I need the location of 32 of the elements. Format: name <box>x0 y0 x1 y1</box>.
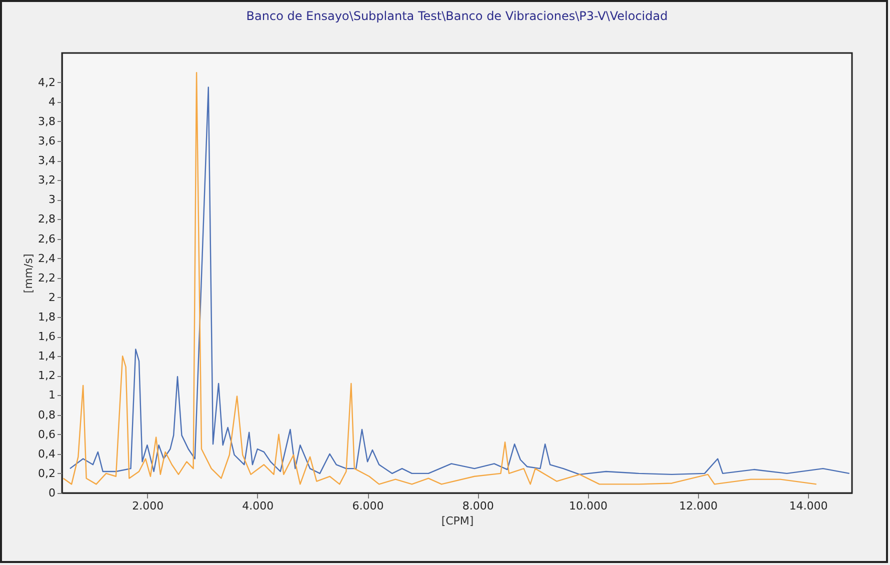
y-tick-label: 3,2 <box>38 174 56 187</box>
x-tick-label: 2.000 <box>132 500 164 512</box>
y-tick-label: 0,6 <box>38 428 56 441</box>
y-tick-label: 1,4 <box>38 350 56 363</box>
x-tick-label: 8.000 <box>462 500 494 512</box>
y-tick-label: 1,2 <box>38 369 56 382</box>
y-tick-label: 3,4 <box>38 154 56 168</box>
x-tick-label: 12.000 <box>679 500 718 512</box>
y-tick-label: 4 <box>48 95 56 108</box>
y-tick-label: 1,6 <box>38 330 56 344</box>
y-tick-label: 0,8 <box>38 408 56 422</box>
y-tick-label: 1,8 <box>38 310 56 324</box>
y-tick-label: 3,6 <box>38 134 56 148</box>
y-axis-title: [mm/s] <box>22 254 36 294</box>
y-tick-label: 3 <box>48 193 56 206</box>
y-tick-label: 2,8 <box>38 212 56 226</box>
x-tick-label: 6.000 <box>352 500 384 512</box>
y-tick-label: 2 <box>48 290 56 304</box>
y-tick-label: 2,2 <box>38 271 56 284</box>
y-tick-label: 3,8 <box>38 114 56 128</box>
x-axis-title: [CPM] <box>441 514 474 528</box>
x-tick-label: 10.000 <box>569 500 608 512</box>
y-tick-label: 0 <box>48 486 56 500</box>
x-tick-label: 14.000 <box>789 500 828 512</box>
y-tick-label: 2,6 <box>38 232 56 246</box>
y-tick-label: 0,2 <box>38 466 56 480</box>
y-tick-label: 4,2 <box>38 76 56 89</box>
y-tick-label: 0,4 <box>38 447 56 460</box>
x-tick-label: 4.000 <box>242 500 274 512</box>
y-tick-label: 2,4 <box>38 252 56 265</box>
y-tick-label: 1 <box>48 388 56 402</box>
chart-title: Banco de Ensayo\Subplanta Test\Banco de Vibraciones\P3-V\Velocidad <box>246 9 668 23</box>
